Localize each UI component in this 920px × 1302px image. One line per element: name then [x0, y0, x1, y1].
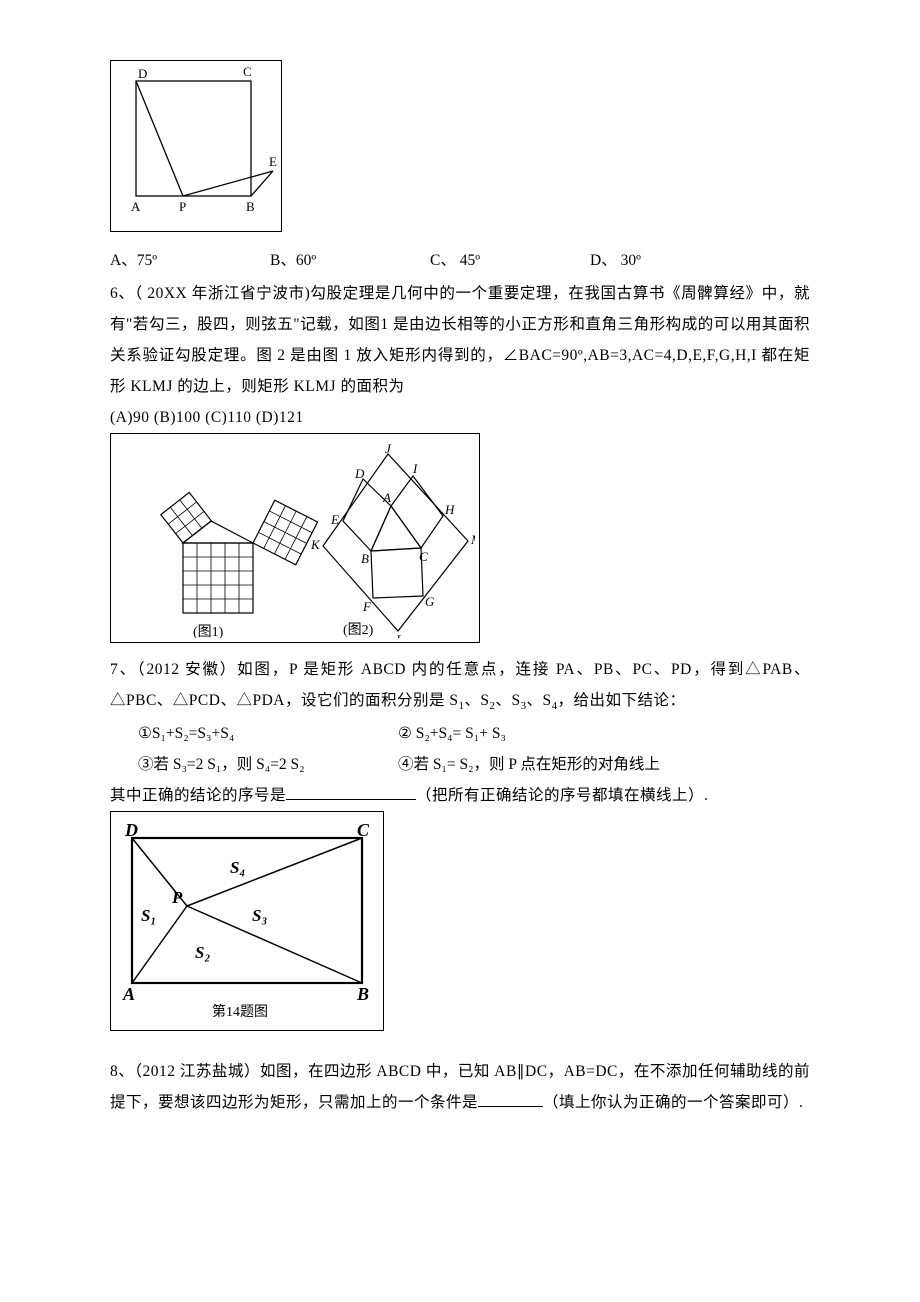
- svg-text:A: A: [122, 984, 135, 1004]
- q7-stmt4: ④若 S₁= S₂，则 P 点在矩形的对角线上: [398, 749, 758, 780]
- svg-text:G: G: [425, 594, 435, 609]
- svg-text:I: I: [412, 461, 418, 476]
- svg-text:(图1): (图1): [193, 625, 224, 638]
- q7-row1: ①S₁+S₂=S₃+S₄ ② S₂+S₄= S₁+ S₃: [138, 718, 810, 749]
- svg-text:J: J: [385, 441, 392, 456]
- q6-text: 6、（ 20XX 年浙江省宁波市)勾股定理是几何中的一个重要定理，在我国古算书《…: [110, 278, 810, 402]
- q8-text: 8、（2012 江苏盐城）如图，在四边形 ABCD 中，已知 AB∥DC，AB=…: [110, 1056, 810, 1118]
- q5-figure: D C A P B E: [110, 60, 282, 232]
- svg-text:A: A: [131, 199, 141, 214]
- svg-text:B: B: [246, 199, 255, 214]
- svg-text:P: P: [179, 199, 186, 214]
- svg-text:C: C: [357, 820, 370, 840]
- svg-text:P: P: [171, 888, 183, 907]
- svg-text:D: D: [138, 66, 147, 81]
- svg-text:F: F: [362, 599, 372, 614]
- q7-blank[interactable]: [286, 783, 416, 800]
- svg-text:S₃: S₃: [252, 906, 267, 925]
- svg-text:B: B: [356, 984, 369, 1004]
- svg-text:(图2): (图2): [343, 623, 374, 638]
- svg-text:D: D: [354, 466, 365, 481]
- q5-options: A、75º B、60º C、 45º D、 30º: [110, 245, 810, 276]
- svg-text:E: E: [330, 512, 339, 527]
- q5-opt-d: D、 30º: [590, 245, 750, 276]
- q7-stmt2: ② S₂+S₄= S₁+ S₃: [398, 718, 658, 749]
- svg-text:S₄: S₄: [230, 858, 245, 877]
- svg-text:S₂: S₂: [195, 943, 210, 962]
- q5-opt-a: A、75º: [110, 245, 270, 276]
- q8-blank[interactable]: [478, 1090, 543, 1107]
- q5-opt-b: B、60º: [270, 245, 430, 276]
- svg-text:D: D: [124, 820, 138, 840]
- q7-figure: D C A B P S₁ S₂ S₃ S₄ 第14题图: [110, 811, 384, 1031]
- svg-text:K: K: [310, 537, 321, 552]
- q6-figure: (图1) J I D A H E B C M K F: [110, 433, 480, 643]
- q7-conclusion: 其中正确的结论的序号是（把所有正确结论的序号都填在横线上）.: [110, 780, 810, 811]
- svg-text:M: M: [470, 532, 475, 547]
- svg-text:A: A: [382, 490, 391, 505]
- svg-text:H: H: [444, 502, 455, 517]
- svg-text:E: E: [269, 154, 277, 169]
- q7-row2: ③若 S₃=2 S₁，则 S₄=2 S₂ ④若 S₁= S₂，则 P 点在矩形的…: [138, 749, 810, 780]
- svg-text:B: B: [361, 551, 369, 566]
- svg-text:L: L: [395, 632, 403, 638]
- svg-text:C: C: [419, 549, 428, 564]
- q7-stmt1: ①S₁+S₂=S₃+S₄: [138, 718, 398, 749]
- q5-opt-c: C、 45º: [430, 245, 590, 276]
- svg-text:第14题图: 第14题图: [212, 1003, 268, 1020]
- svg-text:C: C: [243, 64, 252, 79]
- q7-text: 7、（2012 安徽）如图，P 是矩形 ABCD 内的任意点，连接 PA、PB、…: [110, 654, 810, 718]
- q6-options: (A)90 (B)100 (C)110 (D)121: [110, 402, 810, 433]
- q7-stmt3: ③若 S₃=2 S₁，则 S₄=2 S₂: [138, 749, 398, 780]
- svg-text:S₁: S₁: [141, 906, 156, 925]
